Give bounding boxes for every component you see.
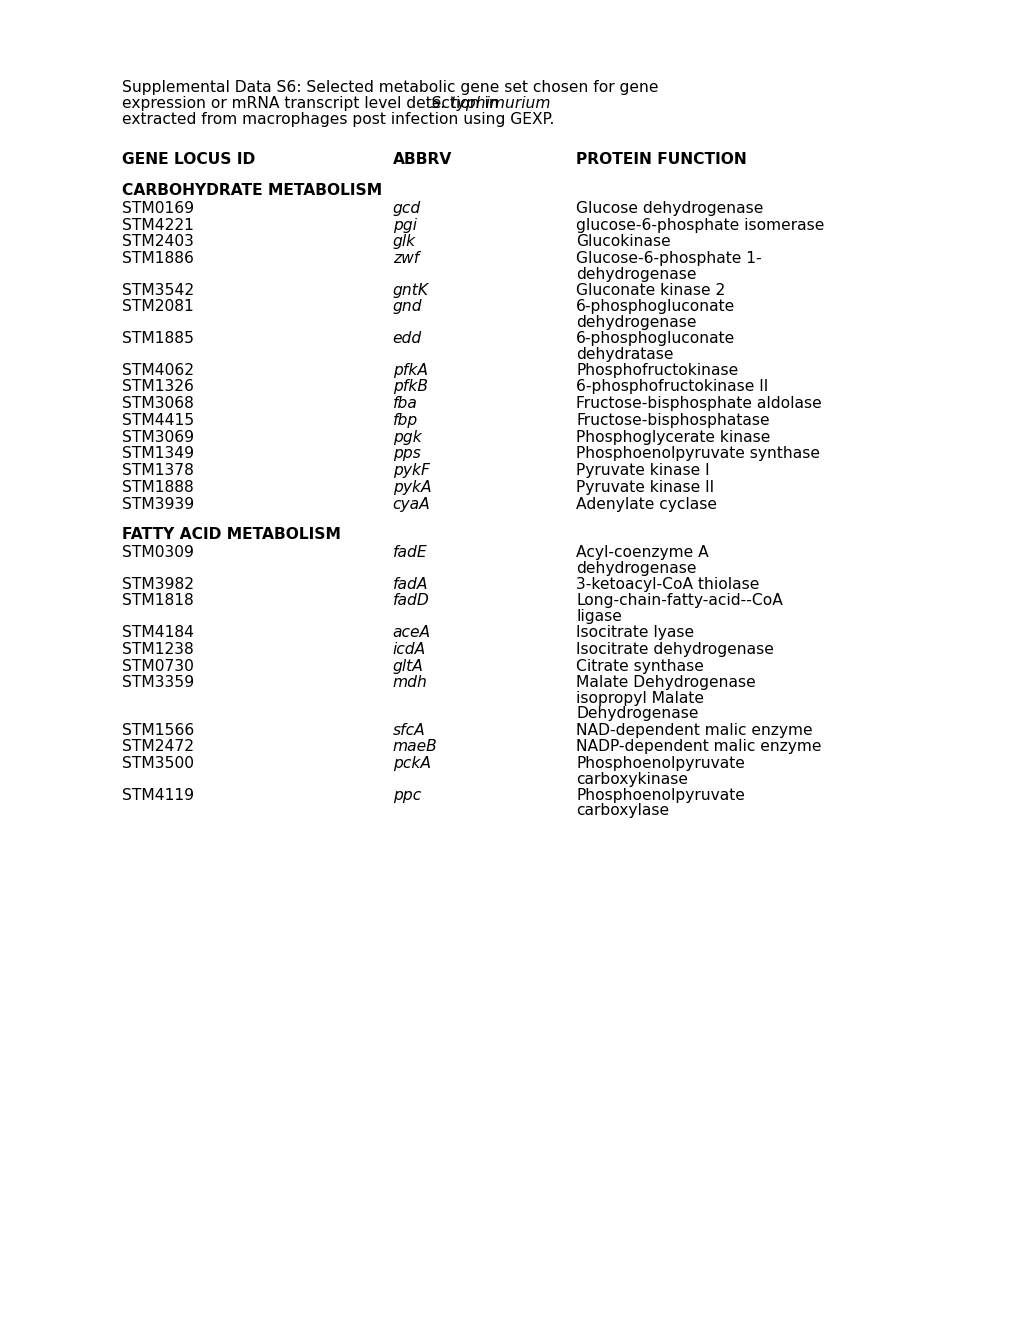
- Text: fadE: fadE: [392, 545, 427, 560]
- Text: 3-ketoacyl-CoA thiolase: 3-ketoacyl-CoA thiolase: [576, 577, 759, 591]
- Text: STM3359: STM3359: [122, 676, 195, 690]
- Text: pgk: pgk: [392, 429, 421, 445]
- Text: mdh: mdh: [392, 676, 427, 690]
- Text: pykA: pykA: [392, 480, 431, 495]
- Text: cyaA: cyaA: [392, 496, 430, 512]
- Text: Adenylate cyclase: Adenylate cyclase: [576, 496, 716, 512]
- Text: STM4415: STM4415: [122, 413, 195, 428]
- Text: fadD: fadD: [392, 594, 429, 609]
- Text: maeB: maeB: [392, 739, 437, 755]
- Text: Acyl-coenzyme A: Acyl-coenzyme A: [576, 545, 708, 560]
- Text: aceA: aceA: [392, 626, 430, 640]
- Text: isopropyl Malate: isopropyl Malate: [576, 690, 703, 706]
- Text: STM3982: STM3982: [122, 577, 195, 591]
- Text: Malate Dehydrogenase: Malate Dehydrogenase: [576, 676, 755, 690]
- Text: STM3500: STM3500: [122, 756, 195, 771]
- Text: Long-chain-fatty-acid--CoA: Long-chain-fatty-acid--CoA: [576, 594, 783, 609]
- Text: STM1378: STM1378: [122, 463, 194, 478]
- Text: STM4184: STM4184: [122, 626, 195, 640]
- Text: glk: glk: [392, 235, 416, 249]
- Text: STM1566: STM1566: [122, 723, 195, 738]
- Text: 6-phosphogluconate: 6-phosphogluconate: [576, 331, 735, 346]
- Text: Phosphoenolpyruvate: Phosphoenolpyruvate: [576, 756, 745, 771]
- Text: STM1886: STM1886: [122, 251, 194, 267]
- Text: NADP-dependent malic enzyme: NADP-dependent malic enzyme: [576, 739, 821, 755]
- Text: carboxylase: carboxylase: [576, 804, 668, 818]
- Text: Isocitrate lyase: Isocitrate lyase: [576, 626, 694, 640]
- Text: STM2081: STM2081: [122, 300, 194, 314]
- Text: STM4221: STM4221: [122, 218, 194, 232]
- Text: STM1349: STM1349: [122, 446, 195, 462]
- Text: STM3068: STM3068: [122, 396, 194, 411]
- Text: STM0169: STM0169: [122, 201, 195, 216]
- Text: pckA: pckA: [392, 756, 430, 771]
- Text: STM4062: STM4062: [122, 363, 195, 378]
- Text: Isocitrate dehydrogenase: Isocitrate dehydrogenase: [576, 642, 773, 657]
- Text: Glucose-6-phosphate 1-: Glucose-6-phosphate 1-: [576, 251, 761, 267]
- Text: STM1885: STM1885: [122, 331, 195, 346]
- Text: zwf: zwf: [392, 251, 419, 267]
- Text: Supplemental Data S6: Selected metabolic gene set chosen for gene: Supplemental Data S6: Selected metabolic…: [122, 81, 658, 95]
- Text: fba: fba: [392, 396, 417, 411]
- Text: STM0730: STM0730: [122, 659, 194, 673]
- Text: Fructose-bisphosphate aldolase: Fructose-bisphosphate aldolase: [576, 396, 821, 411]
- Text: 6-phosphofructokinase II: 6-phosphofructokinase II: [576, 379, 767, 395]
- Text: STM1238: STM1238: [122, 642, 194, 657]
- Text: Fructose-bisphosphatase: Fructose-bisphosphatase: [576, 413, 769, 428]
- Text: NAD-dependent malic enzyme: NAD-dependent malic enzyme: [576, 723, 812, 738]
- Text: STM0309: STM0309: [122, 545, 195, 560]
- Text: pykF: pykF: [392, 463, 429, 478]
- Text: Pyruvate kinase I: Pyruvate kinase I: [576, 463, 709, 478]
- Text: dehydrogenase: dehydrogenase: [576, 267, 696, 281]
- Text: STM1818: STM1818: [122, 594, 194, 609]
- Text: Glucose dehydrogenase: Glucose dehydrogenase: [576, 201, 763, 216]
- Text: dehydrogenase: dehydrogenase: [576, 315, 696, 330]
- Text: gntK: gntK: [392, 282, 428, 298]
- Text: Citrate synthase: Citrate synthase: [576, 659, 703, 673]
- Text: extracted from macrophages post infection using GEXP.: extracted from macrophages post infectio…: [122, 112, 554, 127]
- Text: Phosphoenolpyruvate: Phosphoenolpyruvate: [576, 788, 745, 803]
- Text: ABBRV: ABBRV: [392, 152, 451, 168]
- Text: Gluconate kinase 2: Gluconate kinase 2: [576, 282, 725, 298]
- Text: dehydratase: dehydratase: [576, 347, 674, 362]
- Text: fadA: fadA: [392, 577, 428, 591]
- Text: STM2403: STM2403: [122, 235, 194, 249]
- Text: CARBOHYDRATE METABOLISM: CARBOHYDRATE METABOLISM: [122, 183, 382, 198]
- Text: S. typhimurium: S. typhimurium: [431, 96, 550, 111]
- Text: pgi: pgi: [392, 218, 417, 232]
- Text: STM3542: STM3542: [122, 282, 195, 298]
- Text: sfcA: sfcA: [392, 723, 425, 738]
- Text: gnd: gnd: [392, 300, 422, 314]
- Text: 6-phosphogluconate: 6-phosphogluconate: [576, 300, 735, 314]
- Text: Glucokinase: Glucokinase: [576, 235, 671, 249]
- Text: Phosphoenolpyruvate synthase: Phosphoenolpyruvate synthase: [576, 446, 819, 462]
- Text: Phosphofructokinase: Phosphofructokinase: [576, 363, 738, 378]
- Text: Phosphoglycerate kinase: Phosphoglycerate kinase: [576, 429, 770, 445]
- Text: carboxykinase: carboxykinase: [576, 772, 688, 787]
- Text: pfkB: pfkB: [392, 379, 427, 395]
- Text: PROTEIN FUNCTION: PROTEIN FUNCTION: [576, 152, 746, 168]
- Text: gcd: gcd: [392, 201, 421, 216]
- Text: STM3939: STM3939: [122, 496, 195, 512]
- Text: ligase: ligase: [576, 609, 622, 624]
- Text: FATTY ACID METABOLISM: FATTY ACID METABOLISM: [122, 527, 341, 543]
- Text: STM2472: STM2472: [122, 739, 195, 755]
- Text: STM1888: STM1888: [122, 480, 194, 495]
- Text: edd: edd: [392, 331, 422, 346]
- Text: ppc: ppc: [392, 788, 421, 803]
- Text: STM3069: STM3069: [122, 429, 195, 445]
- Text: GENE LOCUS ID: GENE LOCUS ID: [122, 152, 256, 168]
- Text: Pyruvate kinase II: Pyruvate kinase II: [576, 480, 713, 495]
- Text: pps: pps: [392, 446, 420, 462]
- Text: dehydrogenase: dehydrogenase: [576, 561, 696, 576]
- Text: STM4119: STM4119: [122, 788, 195, 803]
- Text: gltA: gltA: [392, 659, 423, 673]
- Text: fbp: fbp: [392, 413, 418, 428]
- Text: glucose-6-phosphate isomerase: glucose-6-phosphate isomerase: [576, 218, 824, 232]
- Text: pfkA: pfkA: [392, 363, 427, 378]
- Text: icdA: icdA: [392, 642, 426, 657]
- Text: Dehydrogenase: Dehydrogenase: [576, 706, 698, 721]
- Text: STM1326: STM1326: [122, 379, 194, 395]
- Text: expression or mRNA transcript level detection in: expression or mRNA transcript level dete…: [122, 96, 503, 111]
